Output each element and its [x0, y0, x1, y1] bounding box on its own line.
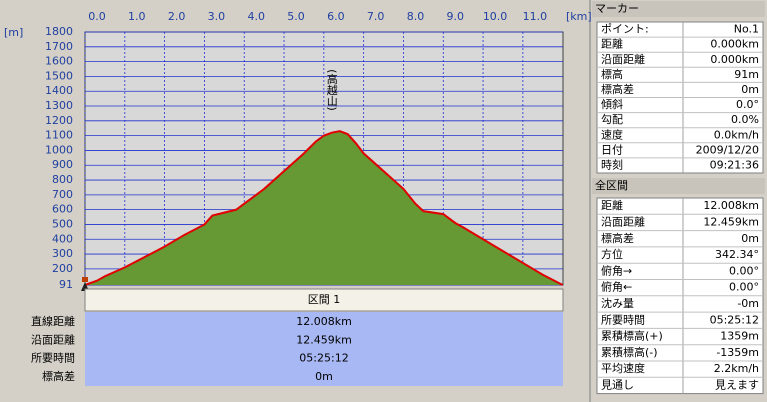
panel-label: 俯角→: [601, 263, 632, 277]
panel-label: ポイント:: [601, 23, 649, 36]
panel-label: 速度: [601, 127, 623, 141]
panel-value: 1359m: [720, 330, 759, 343]
x-tick-label: 1.0: [128, 10, 146, 23]
section-value: 05:25:12: [299, 352, 348, 365]
x-tick-label: 6.0: [327, 10, 345, 23]
panel-label: 標高差: [601, 231, 634, 245]
y-tick-label: 1600: [45, 55, 73, 68]
panel-title: 全区間: [595, 178, 628, 192]
panel-value: 342.34°: [715, 248, 759, 261]
panel-header: [592, 1, 765, 17]
panel-value: 0.0km/h: [714, 128, 759, 141]
panel-title: マーカー: [595, 2, 639, 15]
elevation-line: [84, 130, 564, 286]
panel-header: [592, 178, 765, 194]
panel-label: 沿面距離: [601, 214, 645, 228]
panel-value: 0.00°: [729, 281, 759, 294]
y-tick-label: 300: [52, 247, 73, 260]
section-title: 区間 1: [308, 293, 341, 306]
y-tick-label: 600: [52, 203, 73, 216]
y-tick-label: 1300: [45, 99, 73, 112]
section-value: 0m: [315, 370, 333, 383]
section-label: 所要時間: [31, 352, 75, 365]
y-tick-label: 900: [52, 158, 73, 171]
x-tick-label: 10.0: [483, 10, 508, 23]
panel-label: 沈み量: [601, 296, 634, 310]
panel-value: 0.0°: [736, 98, 759, 111]
x-axis-unit: [km]: [566, 10, 592, 23]
panel-label: 勾配: [601, 113, 623, 126]
elevation-area: [85, 131, 563, 285]
panel-value: 0.000km: [710, 38, 759, 51]
panel-value: 0m: [741, 232, 759, 245]
panel-value: 0.0%: [731, 113, 759, 126]
y-tick-label: 1000: [45, 143, 73, 156]
panel-value: 05:25:12: [710, 313, 759, 326]
x-tick-label: 0.0: [88, 10, 106, 23]
panel-value: 見えます: [715, 378, 759, 391]
position-flag: [82, 277, 88, 282]
panel-label: 俯角←: [601, 280, 632, 294]
panel-value: 12.008km: [703, 199, 759, 212]
y-tick-label: 1500: [45, 69, 73, 82]
x-tick-label: 8.0: [407, 10, 425, 23]
y-tick-label: 1100: [45, 129, 73, 142]
panel-label: 累積標高(-): [601, 345, 658, 359]
section-label: 標高差: [42, 369, 75, 383]
x-tick-label: 7.0: [367, 10, 385, 23]
panel-value: 0m: [741, 83, 759, 96]
panel-label: 日付: [601, 143, 623, 156]
panel-value: -0m: [737, 297, 759, 310]
section-label: 直線距離: [31, 314, 75, 328]
panel-label: 平均速度: [601, 361, 645, 375]
panel-value: 2009/12/20: [696, 143, 759, 156]
panel-label: 標高: [601, 67, 623, 81]
panel-label: 累積標高(+): [601, 329, 663, 343]
panel-value: 0.00°: [729, 264, 759, 277]
section-header: [84, 288, 564, 312]
section-table: [85, 312, 563, 386]
panel-label: 所要時間: [601, 313, 645, 326]
section-value: 12.008km: [296, 315, 352, 328]
panel-label: 方位: [601, 247, 623, 261]
x-tick-label: 11.0: [523, 10, 548, 23]
peak-label: (高越山): [325, 69, 338, 111]
y-tick-label: 400: [52, 232, 73, 245]
y-tick-label: 1800: [45, 25, 73, 38]
x-tick-label: 9.0: [447, 10, 465, 23]
x-tick-label: 4.0: [247, 10, 265, 23]
panel-value: -1359m: [716, 346, 759, 359]
section-value: 12.459km: [296, 333, 352, 346]
x-tick-label: 3.0: [208, 10, 226, 23]
y-tick-label: 1700: [45, 40, 73, 53]
panel-label: 距離: [601, 198, 623, 212]
y-tick-label: 200: [52, 262, 73, 275]
panel-value: No.1: [734, 23, 759, 36]
y-tick-label: 1400: [45, 84, 73, 97]
panel-label: 標高差: [601, 82, 634, 96]
panel-label: 時刻: [601, 157, 623, 171]
panel-label: 距離: [601, 37, 623, 51]
y-tick-label: 800: [52, 173, 73, 186]
section-label: 沿面距離: [31, 332, 75, 346]
panel-value: 2.2km/h: [714, 362, 759, 375]
panel-value: 0.000km: [710, 53, 759, 66]
panel-value: 12.459km: [703, 215, 759, 228]
x-tick-label: 2.0: [168, 10, 186, 23]
y-tick-label: 500: [52, 217, 73, 230]
y-axis-unit: [m]: [4, 26, 23, 39]
y-tick-label: 1200: [45, 114, 73, 127]
y-tick-label: 91: [59, 278, 73, 291]
x-tick-label: 5.0: [287, 10, 305, 23]
panel-label: 見通し: [601, 378, 634, 391]
panel-value: 91m: [734, 68, 759, 81]
panel-label: 傾斜: [601, 97, 623, 111]
panel-label: 沿面距離: [601, 52, 645, 66]
panel-value: 09:21:36: [710, 158, 759, 171]
y-tick-label: 700: [52, 188, 73, 201]
